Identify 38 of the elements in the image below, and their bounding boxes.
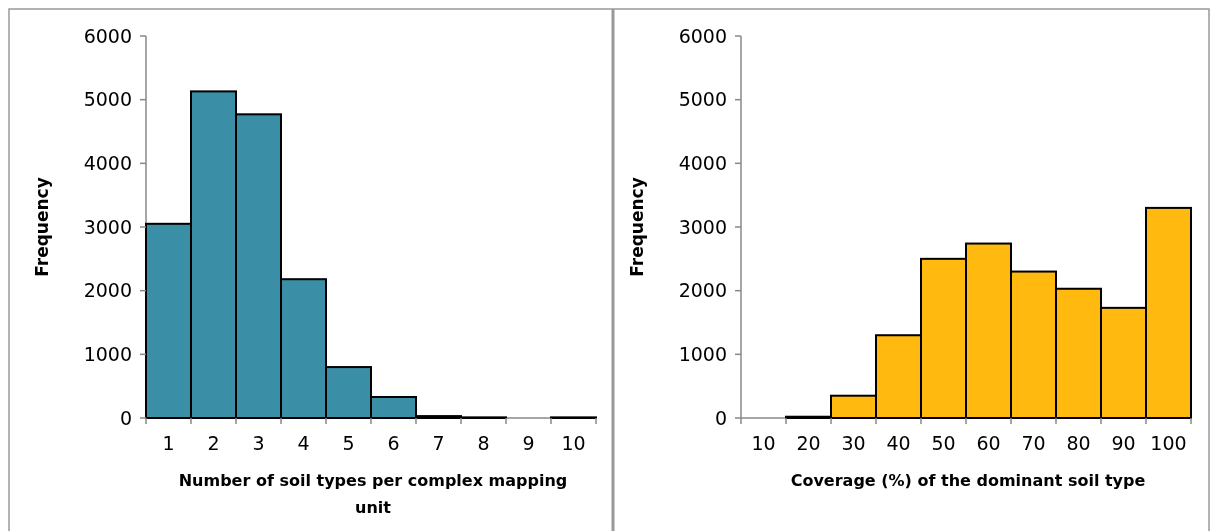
x-tick-label: 40 — [886, 432, 911, 454]
x-tick-label: 20 — [796, 432, 821, 454]
x-tick-label: 60 — [976, 432, 1001, 454]
y-tick-label: 1000 — [83, 342, 132, 365]
x-tick-label: 10 — [561, 432, 586, 454]
x-tick-label: 3 — [252, 432, 265, 454]
y-tick-label: 3000 — [83, 215, 132, 238]
x-axis-title: Coverage (%) of the dominant soil type — [790, 471, 1146, 490]
x-tick-label: 1 — [162, 432, 175, 454]
y-tick-label: 4000 — [83, 151, 132, 174]
x-tick-label: 70 — [1021, 432, 1046, 454]
x-tick-label: 5 — [342, 432, 355, 454]
x-tick-label: 9 — [522, 432, 535, 454]
x-tick-label: 2 — [207, 432, 220, 454]
y-tick-label: 2000 — [83, 279, 132, 302]
y-tick-label: 0 — [119, 406, 132, 429]
y-tick-label: 4000 — [678, 151, 727, 174]
x-tick-label: 8 — [477, 432, 490, 454]
y-tick-label: 6000 — [83, 24, 132, 47]
y-axis-title: Frequency — [627, 177, 647, 277]
x-tick-label: 90 — [1111, 432, 1136, 454]
y-axis-title: Frequency — [32, 177, 52, 277]
y-tick-label: 2000 — [678, 279, 727, 302]
x-tick-label: 10 — [751, 432, 776, 454]
y-tick-label: 5000 — [83, 88, 132, 111]
x-tick-label: 80 — [1066, 432, 1091, 454]
y-tick-label: 3000 — [678, 215, 727, 238]
y-tick-label: 5000 — [678, 88, 727, 111]
x-tick-label: 4 — [297, 432, 310, 454]
y-tick-label: 0 — [714, 406, 727, 429]
x-axis-title: Number of soil types per complex mapping unit — [178, 471, 568, 517]
x-tick-label: 7 — [432, 432, 445, 454]
y-tick-label: 6000 — [678, 24, 727, 47]
x-tick-label: 50 — [931, 432, 956, 454]
x-tick-label: 100 — [1150, 432, 1187, 454]
x-tick-label: 6 — [387, 432, 400, 454]
y-tick-label: 1000 — [678, 342, 727, 365]
x-tick-label: 30 — [841, 432, 866, 454]
